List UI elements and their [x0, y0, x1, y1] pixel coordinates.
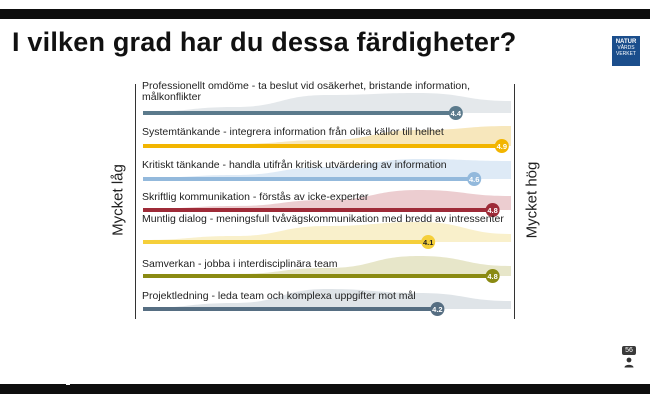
value-label: 4.2	[432, 305, 442, 314]
value-bar	[143, 307, 438, 311]
category-label: Kritiskt tänkande - handla utifrån kriti…	[142, 159, 447, 171]
participant-counter: 56	[622, 346, 636, 374]
distribution-area	[143, 289, 511, 309]
distribution-area	[143, 222, 511, 242]
distribution-area	[143, 126, 511, 146]
value-label: 4.8	[487, 272, 497, 281]
value-marker	[421, 235, 436, 249]
value-label: 4.6	[469, 175, 479, 184]
value-label: 4.4	[451, 109, 462, 118]
category-label: Skriftlig kommunikation - förstås av ick…	[142, 191, 369, 203]
bottom-bar-notch	[66, 383, 70, 385]
distribution-area	[143, 190, 511, 210]
value-label: 4.1	[423, 238, 433, 247]
distribution-area	[143, 256, 511, 276]
left-axis-line	[135, 84, 136, 319]
category-label: Projektledning - leda team och komplexa …	[142, 290, 416, 302]
participant-count: 56	[622, 346, 636, 355]
value-bar	[143, 177, 475, 181]
category-label: Samverkan - jobba i interdisciplinära te…	[142, 258, 338, 270]
right-axis-line	[514, 84, 515, 319]
value-bar	[143, 274, 493, 278]
person-icon	[624, 357, 634, 368]
value-marker	[485, 269, 500, 283]
value-label: 4.8	[487, 206, 497, 215]
category-label: Muntlig dialog - meningsfull tvåvägskomm…	[142, 213, 504, 225]
organization-logo: NATUR VÅRDS VERKET	[612, 36, 640, 66]
logo-line-1: NATUR	[615, 39, 637, 45]
value-bar	[143, 111, 456, 115]
value-marker	[494, 139, 509, 153]
value-bar	[143, 144, 502, 148]
page-title: I vilken grad har du dessa färdigheter?	[12, 27, 517, 57]
value-marker	[448, 106, 463, 120]
value-marker	[485, 203, 500, 217]
category-label: Systemtänkande - integrera information f…	[142, 126, 444, 138]
value-marker	[467, 172, 482, 186]
value-bar	[143, 208, 493, 212]
value-label: 4.9	[497, 142, 507, 151]
value-bar	[143, 240, 429, 244]
category-label: Professionellt omdöme - ta beslut vid os…	[142, 80, 470, 103]
logo-line-3: VERKET	[615, 51, 636, 57]
bottom-bar	[0, 384, 650, 394]
distribution-area	[143, 159, 511, 179]
logo-line-2: VÅRDS	[617, 45, 635, 51]
distribution-area	[143, 93, 511, 113]
top-bar	[0, 9, 650, 19]
value-marker	[430, 302, 445, 316]
